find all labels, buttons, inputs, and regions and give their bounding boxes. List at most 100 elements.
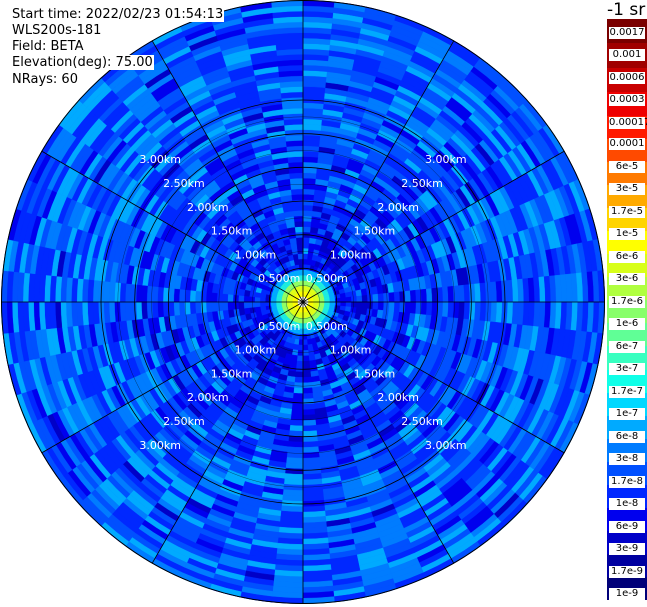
beta-cell xyxy=(356,301,363,309)
colorbar-tick-label: 1.7e-6 xyxy=(609,295,645,308)
beta-cell xyxy=(221,301,229,311)
range-label: 1.50km xyxy=(354,367,396,380)
beta-cell xyxy=(350,301,358,308)
beta-cell xyxy=(399,301,406,313)
beta-cell xyxy=(302,253,309,260)
beta-cell xyxy=(474,283,481,303)
beta-cell xyxy=(296,355,304,362)
range-label: 3.00km xyxy=(425,153,467,166)
beta-cell xyxy=(302,237,310,244)
beta-cell xyxy=(372,293,379,303)
beta-cell xyxy=(447,301,455,318)
beta-cell xyxy=(447,286,455,303)
beta-cell xyxy=(125,301,132,321)
beta-cell xyxy=(254,301,261,308)
beta-cell xyxy=(151,286,159,303)
range-label: 2.00km xyxy=(377,201,419,214)
colorbar-tick-label: 6e-9 xyxy=(609,520,645,533)
beta-cell xyxy=(289,177,304,185)
beta-cell xyxy=(141,284,148,303)
beta-cell xyxy=(275,301,282,306)
beta-cell xyxy=(291,248,299,255)
beta-cell xyxy=(302,424,317,432)
beta-cell xyxy=(289,419,304,427)
beta-cell xyxy=(216,301,223,312)
beta-cell xyxy=(293,258,300,266)
beta-cell xyxy=(297,349,304,357)
beta-cell xyxy=(302,376,312,384)
colorbar-tick-label: 6e-6 xyxy=(609,250,645,263)
beta-cell xyxy=(302,199,314,206)
beta-cell xyxy=(458,284,465,303)
colorbar-tick-label: 0.0001 xyxy=(609,138,645,150)
beta-cell xyxy=(302,392,314,400)
range-label: 0.500m xyxy=(306,272,348,285)
beta-cell xyxy=(458,301,465,320)
beta-cell xyxy=(302,140,321,147)
beta-cell xyxy=(302,204,314,212)
beta-cell xyxy=(302,226,312,233)
beta-cell xyxy=(293,387,304,394)
range-label: 2.00km xyxy=(187,201,229,214)
beta-cell xyxy=(293,382,304,389)
beta-cell xyxy=(178,301,186,316)
beta-cell xyxy=(298,258,304,265)
beta-cell xyxy=(243,301,250,309)
beta-cell xyxy=(388,292,395,303)
range-label: 0.500m xyxy=(258,272,300,285)
beta-cell xyxy=(302,172,317,180)
beta-cell xyxy=(361,301,368,309)
beta-cell xyxy=(284,473,304,480)
beta-cell xyxy=(302,247,309,255)
beta-cell xyxy=(289,172,304,180)
beta-cell xyxy=(302,473,322,480)
beta-cell xyxy=(290,188,304,196)
beta-cell xyxy=(249,306,256,314)
beta-cell xyxy=(334,601,368,604)
beta-cell xyxy=(227,293,234,303)
beta-cell xyxy=(119,282,127,303)
beta-cell xyxy=(345,296,352,303)
beta-cell xyxy=(296,242,304,249)
beta-cell xyxy=(284,467,304,475)
beta-cell xyxy=(299,274,304,281)
beta-cell xyxy=(361,295,368,303)
beta-cell xyxy=(285,134,304,142)
beta-cell xyxy=(302,242,310,249)
beta-cell xyxy=(339,292,347,299)
beta-cell xyxy=(329,298,336,303)
beta-cell xyxy=(296,237,304,244)
beta-cell xyxy=(248,296,256,303)
colorbar-tick-label: 0.0006 xyxy=(609,71,645,84)
colorbar-tick-label: 3e-9 xyxy=(609,543,645,555)
beta-cell xyxy=(302,446,319,454)
beta-cell xyxy=(468,283,476,303)
beta-cell xyxy=(298,264,304,271)
beta-cell xyxy=(238,295,245,303)
range-label: 1.00km xyxy=(330,344,372,357)
range-label: 1.00km xyxy=(235,248,277,261)
range-label: 2.50km xyxy=(401,177,443,190)
beta-cell xyxy=(302,129,322,137)
beta-cell xyxy=(302,220,312,228)
colorbar-tick-label: 1.7e-5 xyxy=(609,205,645,218)
beta-cell xyxy=(294,371,304,378)
beta-cell xyxy=(284,124,304,131)
beta-cell xyxy=(302,478,323,486)
beta-cell xyxy=(377,301,385,311)
beta-cell xyxy=(173,288,181,303)
colorbar-tick-label: 1.7e-9 xyxy=(609,565,645,578)
beta-cell xyxy=(243,295,250,303)
beta-cell xyxy=(302,188,316,196)
beta-cell xyxy=(393,291,401,303)
beta-cell xyxy=(200,291,207,303)
colorbar-tick-label: 6e-5 xyxy=(609,160,645,173)
beta-cell xyxy=(238,601,272,604)
range-label: 3.00km xyxy=(425,439,467,452)
beta-cell xyxy=(388,301,395,312)
beta-cell xyxy=(294,226,304,233)
range-label: 2.50km xyxy=(163,177,205,190)
beta-cell xyxy=(302,467,322,475)
beta-cell xyxy=(302,360,310,367)
